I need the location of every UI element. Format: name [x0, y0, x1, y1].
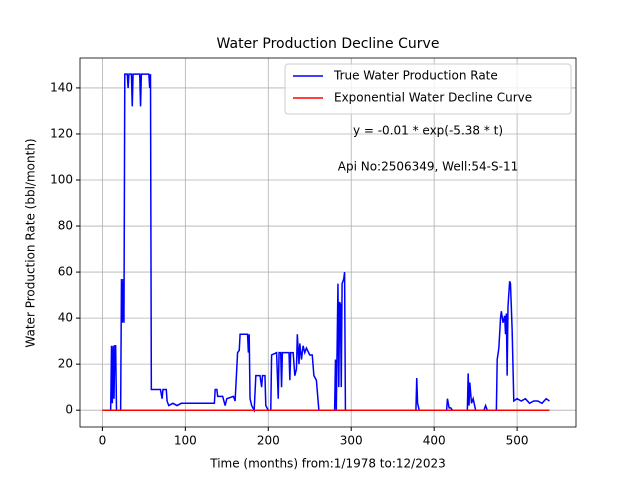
chart-title: Water Production Decline Curve	[217, 36, 440, 52]
y-tick-label: 80	[58, 219, 73, 233]
y-tick-label: 120	[50, 126, 73, 140]
y-tick-label: 40	[58, 311, 73, 325]
plot-frame	[79, 57, 577, 428]
x-tick-label: 100	[174, 434, 197, 448]
y-axis-label: Water Production Rate (bbl/month)	[24, 138, 38, 347]
legend-label: True Water Production Rate	[333, 69, 498, 83]
y-tick-label: 60	[58, 265, 73, 279]
x-tick-label: 400	[423, 434, 446, 448]
x-tick-label: 0	[99, 434, 107, 448]
y-tick-label: 100	[50, 173, 73, 187]
x-tick-label: 300	[340, 434, 363, 448]
annotation: Api No:2506349, Well:54-S-11	[338, 160, 518, 174]
legend-label: Exponential Water Decline Curve	[334, 91, 532, 105]
annotation: y = -0.01 * exp(-5.38 * t)	[353, 124, 503, 138]
x-axis-label: Time (months) from:1/1978 to:12/2023	[209, 457, 446, 471]
legend-box	[284, 63, 572, 115]
x-tick-label: 500	[506, 434, 529, 448]
y-tick-label: 0	[65, 403, 73, 417]
y-tick-label: 20	[58, 357, 73, 371]
x-tick-label: 200	[257, 434, 280, 448]
y-tick-label: 140	[50, 80, 73, 94]
